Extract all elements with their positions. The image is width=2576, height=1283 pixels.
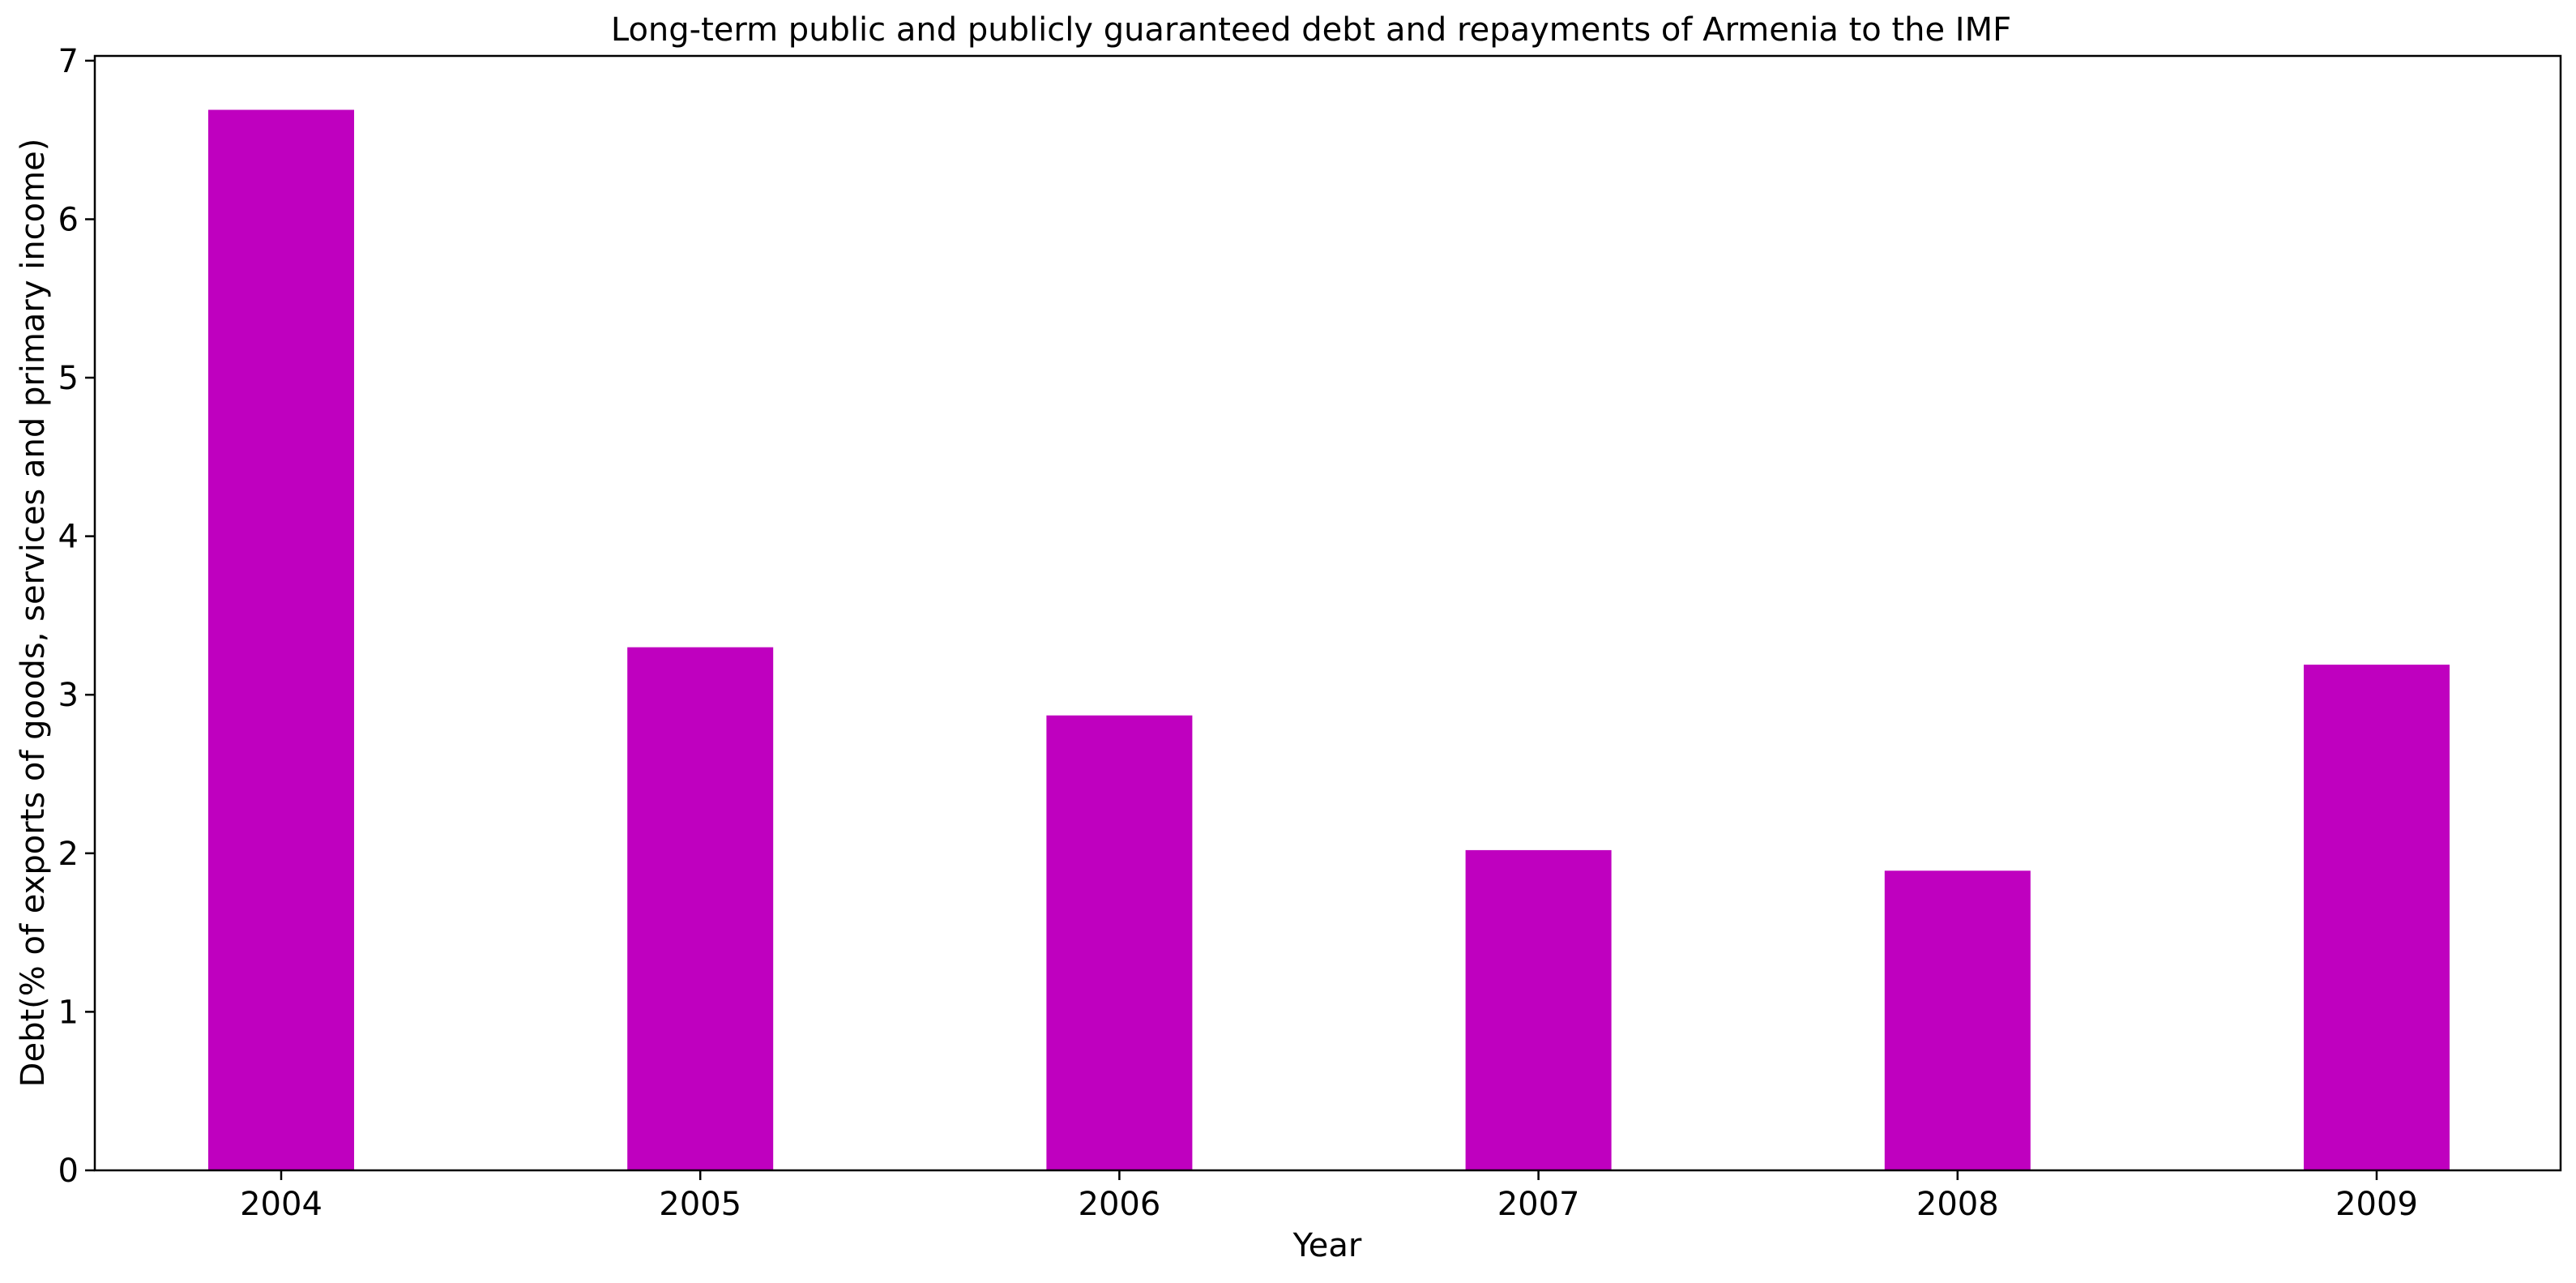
bar-2009 (2304, 665, 2450, 1170)
y-tick-label: 1 (58, 994, 79, 1031)
chart-title: Long-term public and publicly guaranteed… (611, 11, 2011, 49)
x-tick-label-2005: 2005 (659, 1186, 741, 1223)
x-tick-label-2007: 2007 (1497, 1186, 1580, 1223)
y-tick-label: 4 (58, 519, 79, 556)
y-tick-label: 6 (58, 202, 79, 239)
y-axis-label: Debt(% of exports of goods, services and… (15, 139, 52, 1088)
plot-frame (93, 54, 2562, 1172)
bar-2004 (208, 109, 354, 1170)
y-tick-label: 0 (58, 1153, 79, 1190)
bar-2007 (1465, 849, 1612, 1170)
x-tick-label-2006: 2006 (1079, 1186, 1161, 1223)
y-tick-label: 3 (58, 677, 79, 714)
y-axis: 0 1 2 3 4 5 6 7 (58, 43, 95, 1190)
x-tick-label-2008: 2008 (1916, 1186, 1999, 1223)
bar-2006 (1046, 715, 1193, 1170)
bar-2005 (627, 647, 774, 1170)
y-tick-label: 7 (58, 43, 79, 80)
y-tick-label: 5 (58, 360, 79, 397)
plot-area (208, 109, 2450, 1170)
bar-2008 (1884, 870, 2031, 1170)
x-axis: 2004 2005 2006 2007 2008 2009 (240, 1170, 2418, 1223)
x-axis-label: Year (1292, 1227, 1362, 1264)
y-tick-label: 2 (58, 836, 79, 873)
x-tick-label-2009: 2009 (2335, 1186, 2418, 1223)
x-tick-label-2004: 2004 (240, 1186, 323, 1223)
